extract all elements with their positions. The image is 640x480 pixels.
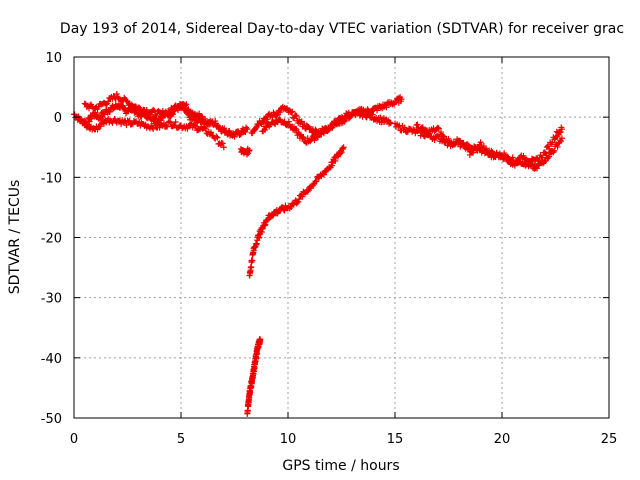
x-tick-label: 0 [70, 432, 78, 447]
x-axis-label: GPS time / hours [282, 458, 399, 474]
data-point [414, 121, 420, 127]
y-axis-label: SDTVAR / TECUs [7, 180, 23, 295]
x-axis-ticks: 0 5 10 15 20 25 [70, 57, 617, 447]
x-tick-label: 10 [280, 432, 297, 447]
series-8 [246, 144, 346, 278]
x-tick-label: 25 [601, 432, 618, 447]
x-tick-label: 5 [177, 432, 185, 447]
y-tick-label: -30 [41, 292, 62, 307]
y-tick-label: -50 [41, 412, 62, 427]
chart-title: Day 193 of 2014, Sidereal Day-to-day VTE… [60, 21, 624, 37]
series-9 [244, 336, 263, 417]
y-tick-label: 0 [54, 111, 62, 126]
y-tick-label: -20 [41, 232, 62, 247]
sdtvar-scatter-chart: Day 193 of 2014, Sidereal Day-to-day VTE… [0, 0, 640, 480]
series-3 [238, 146, 253, 158]
y-tick-label: 10 [45, 51, 62, 66]
data-points [71, 91, 565, 417]
y-tick-label: -40 [41, 352, 62, 367]
x-tick-label: 20 [494, 432, 511, 447]
y-tick-label: -10 [41, 171, 62, 186]
x-tick-label: 15 [387, 432, 404, 447]
